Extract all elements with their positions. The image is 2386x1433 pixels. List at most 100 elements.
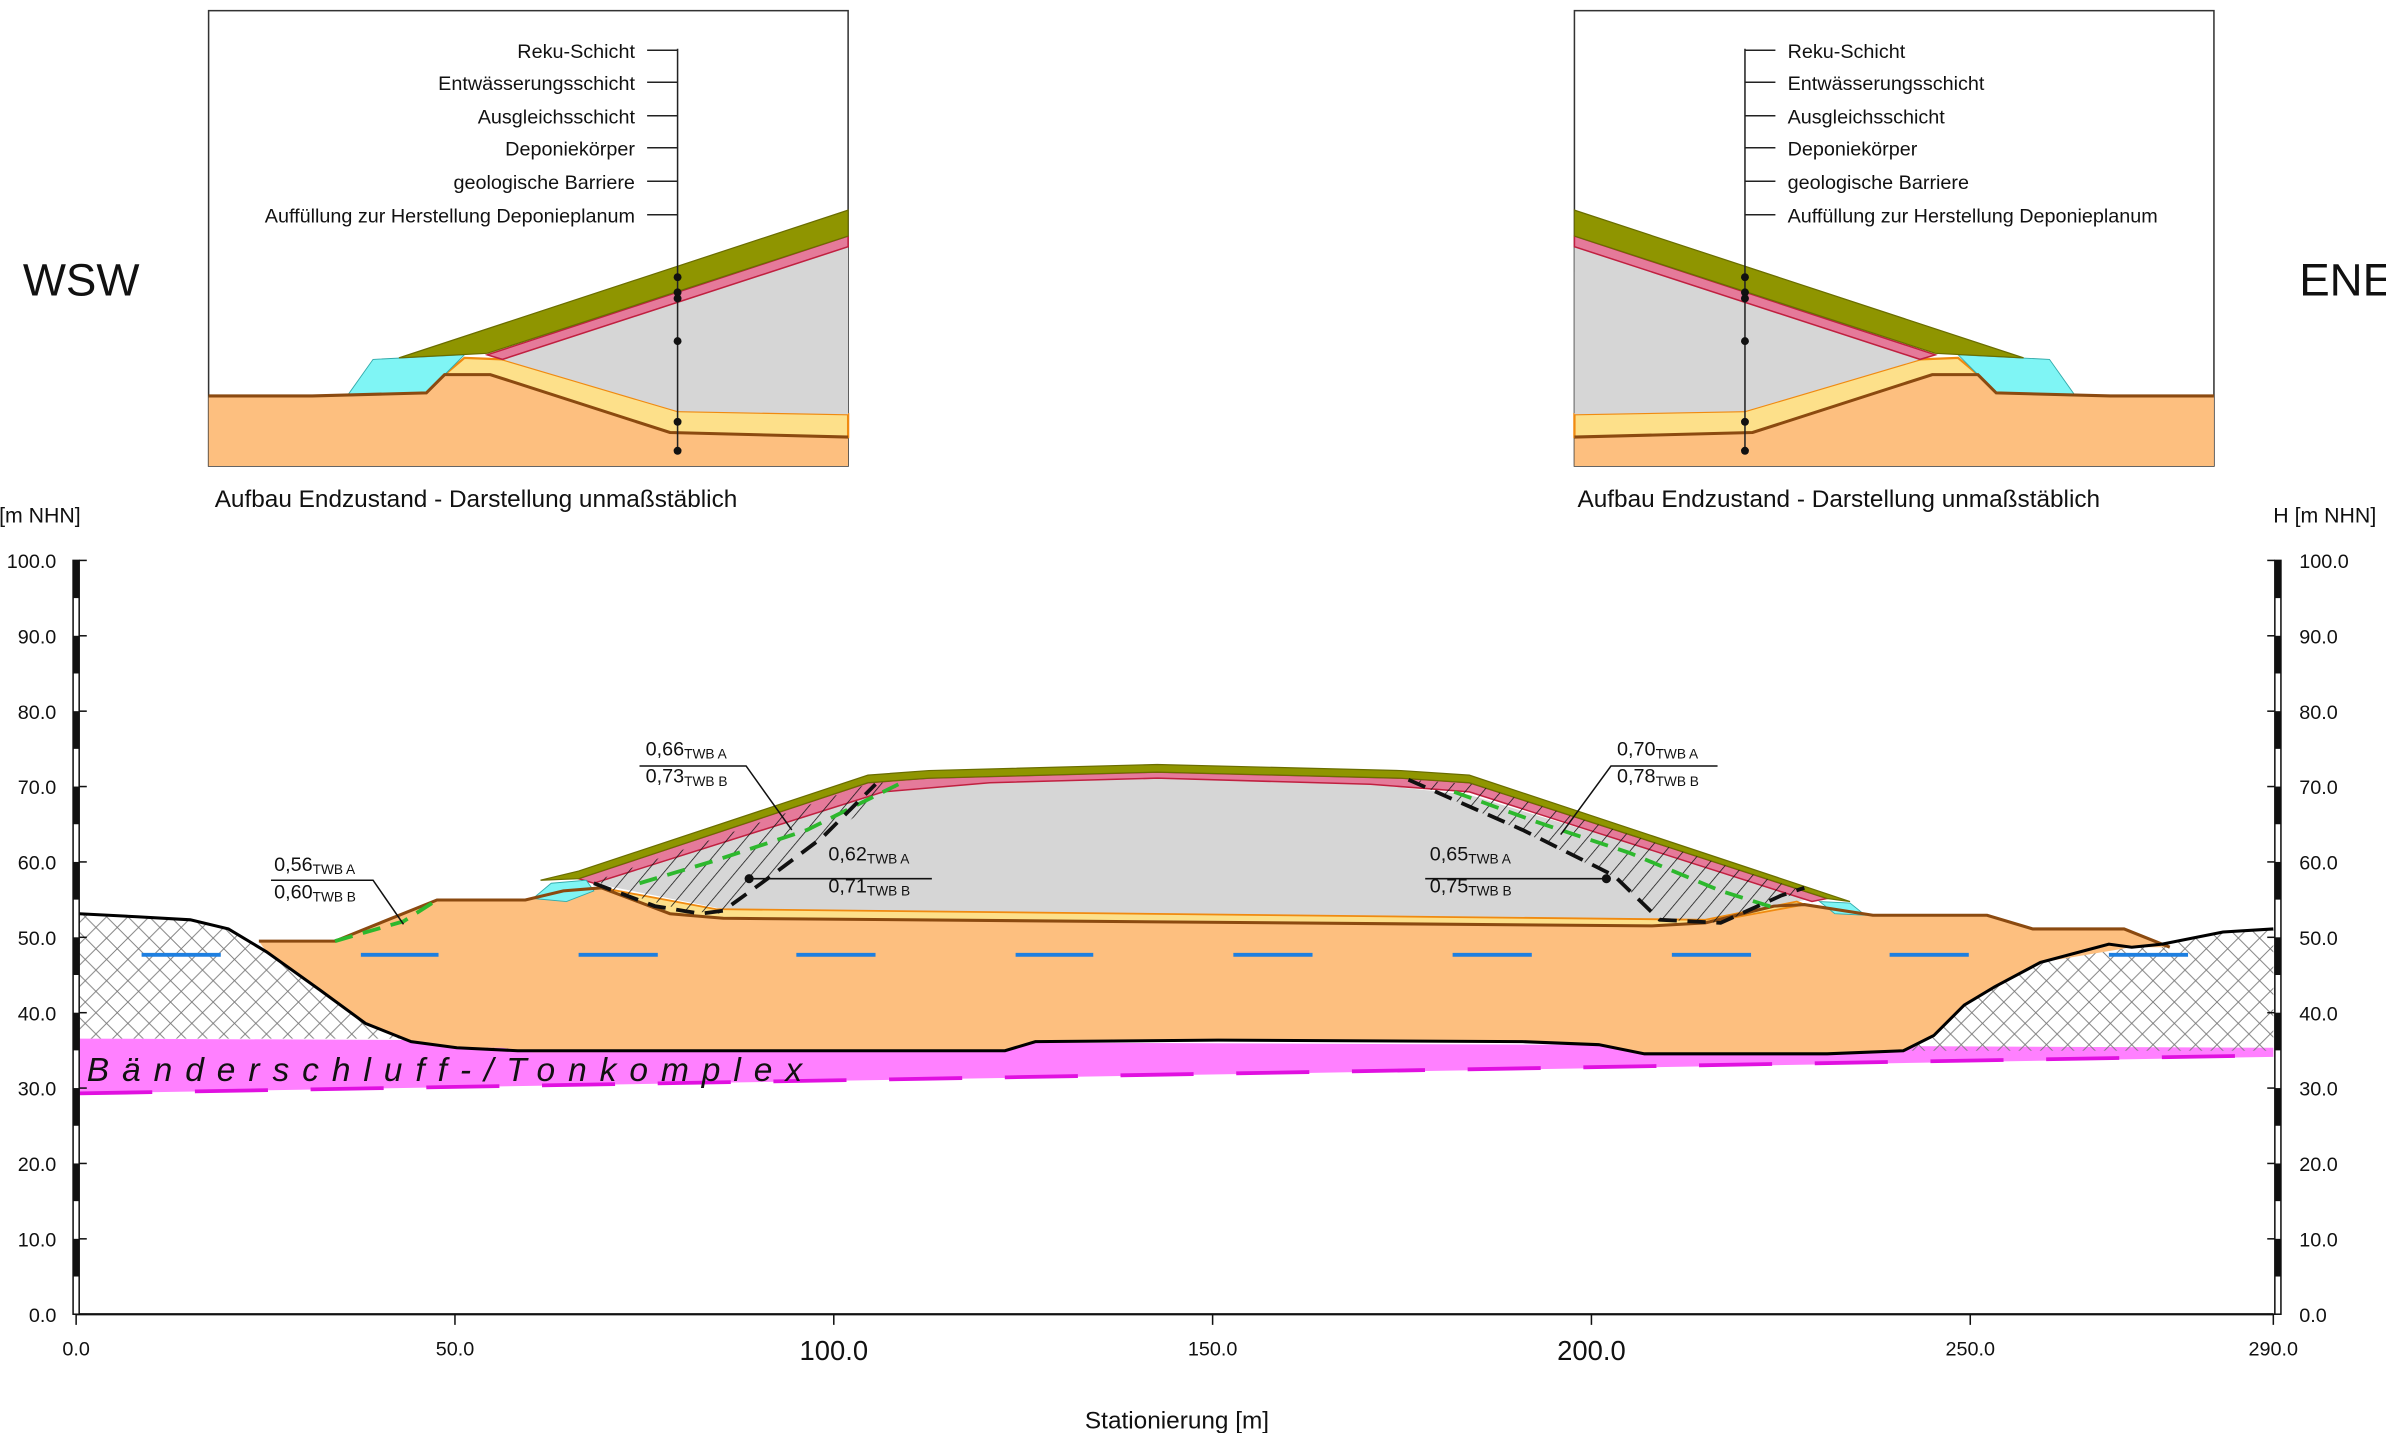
factor-subscript: TWB B — [1468, 883, 1511, 898]
factor-value: 0,66 — [646, 738, 685, 760]
safety-factor: 0,65TWB A — [1430, 843, 1512, 866]
factor-subscript: TWB A — [1656, 746, 1699, 761]
inset-caption: Aufbau Endzustand - Darstellung unmaßstä… — [1577, 486, 2100, 513]
slip-zone — [596, 781, 899, 914]
safety-factor: 0,62TWB A — [828, 843, 910, 866]
axis-bar-segment — [2274, 635, 2281, 674]
x-tick-label: 0.0 — [62, 1338, 89, 1360]
factor-subscript: TWB A — [867, 851, 910, 866]
axis-bar-segment — [2274, 861, 2281, 900]
safety-factor: 0,78TWB B — [1617, 766, 1699, 789]
factor-value: 0,75 — [1430, 875, 1469, 897]
y-axis-title: H [m NHN] — [2273, 503, 2376, 527]
axis-bar-segment — [73, 1238, 80, 1277]
axis-bar-segment — [2274, 1012, 2281, 1051]
x-tick-label: 50.0 — [436, 1338, 475, 1360]
axis-bar-segment — [2274, 1238, 2281, 1277]
axis-bar-segment — [73, 1012, 80, 1051]
layer-label: Deponiekörper — [505, 138, 635, 160]
factor-subscript: TWB A — [684, 746, 727, 761]
safety-factor: 0,71TWB B — [828, 875, 910, 898]
factor-subscript: TWB B — [867, 883, 910, 898]
y-tick-label: 100.0 — [2299, 551, 2349, 573]
x-tick-label: 200.0 — [1557, 1335, 1626, 1366]
y-tick-label: 90.0 — [2299, 626, 2338, 648]
layer-label: Reku-Schicht — [1788, 41, 1906, 63]
layer-label: Reku-Schicht — [517, 41, 635, 63]
factor-subscript: TWB B — [313, 890, 356, 905]
safety-factor: 0,56TWB A — [274, 854, 356, 877]
y-tick-label: 90.0 — [18, 626, 57, 648]
layer-label: Deponiekörper — [1788, 138, 1918, 160]
fill-base — [258, 887, 2170, 1054]
y-tick-label: 0.0 — [29, 1305, 56, 1327]
layer-label: Auffüllung zur Herstellung Deponieplanum — [265, 205, 635, 227]
y-tick-label: 50.0 — [2299, 928, 2338, 950]
layer-label: Ausgleichsschicht — [478, 106, 636, 128]
axis-bar-segment — [73, 861, 80, 900]
y-tick-label: 70.0 — [18, 777, 57, 799]
y-tick-label: 10.0 — [2299, 1229, 2338, 1251]
safety-factor: 0,70TWB A — [1617, 738, 1699, 761]
axis-bar-segment — [73, 711, 80, 749]
safety-factor: 0,73TWB B — [646, 766, 728, 789]
axis-bar-segment — [73, 560, 80, 599]
safety-factor: 0,75TWB B — [1430, 875, 1512, 898]
y-tick-label: 0.0 — [2299, 1305, 2326, 1327]
y-tick-label: 20.0 — [2299, 1154, 2338, 1176]
layer-label: geologische Barriere — [1788, 172, 1969, 194]
y-tick-label: 40.0 — [2299, 1003, 2338, 1025]
y-tick-label: 50.0 — [18, 928, 57, 950]
slip-zone — [1408, 779, 1805, 923]
y-tick-label: 100.0 — [7, 551, 57, 573]
slip-circle — [1453, 790, 1775, 910]
axis-bar-segment — [73, 937, 80, 976]
axis-bar-segment — [2274, 786, 2281, 825]
layer-label: Auffüllung zur Herstellung Deponieplanum — [1788, 205, 2158, 227]
factor-value: 0,56 — [274, 854, 313, 876]
clay-base — [79, 1053, 2274, 1096]
y-tick-label: 80.0 — [2299, 702, 2338, 724]
x-tick-label: 100.0 — [800, 1335, 869, 1366]
ground-line — [79, 912, 2274, 1056]
y-tick-label: 30.0 — [18, 1079, 57, 1101]
slip-circle — [334, 898, 439, 943]
y-axis-title: H [m NHN] — [0, 503, 81, 527]
factor-value: 0,73 — [646, 766, 685, 788]
layer-label: Ausgleichsschicht — [1788, 106, 1946, 128]
direction-right: ENE — [2299, 254, 2386, 305]
axis-bar-segment — [2274, 937, 2281, 976]
y-tick-label: 60.0 — [2299, 853, 2338, 875]
axis-bar-segment — [2274, 1163, 2281, 1202]
safety-factor: 0,66TWB A — [646, 738, 728, 761]
factor-subscript: TWB B — [684, 774, 727, 789]
factor-subscript: TWB B — [1656, 774, 1699, 789]
x-axis-title: Stationierung [m] — [1085, 1407, 1269, 1433]
layer-label: geologische Barriere — [454, 172, 635, 194]
y-tick-label: 70.0 — [2299, 777, 2338, 799]
layer-label: Entwässerungsschicht — [438, 73, 635, 95]
factor-value: 0,60 — [274, 881, 313, 903]
axis-bar-segment — [73, 1088, 80, 1126]
x-tick-label: 290.0 — [2249, 1338, 2299, 1360]
axis-bar-segment — [73, 1163, 80, 1202]
y-tick-label: 20.0 — [18, 1154, 57, 1176]
factor-subscript: TWB A — [1468, 851, 1511, 866]
factor-value: 0,78 — [1617, 766, 1656, 788]
direction-left: WSW — [23, 254, 140, 305]
slip-circle — [593, 782, 877, 916]
x-tick-label: 250.0 — [1946, 1338, 1996, 1360]
natural-ground — [79, 913, 518, 1051]
factor-subscript: TWB A — [313, 862, 356, 877]
y-tick-label: 40.0 — [18, 1003, 57, 1025]
y-tick-label: 80.0 — [18, 702, 57, 724]
inset-caption: Aufbau Endzustand - Darstellung unmaßstä… — [215, 486, 738, 513]
slip-circle — [638, 782, 900, 886]
axis-bar-segment — [73, 635, 80, 674]
cover — [540, 763, 1851, 903]
natural-ground — [1903, 928, 2274, 1051]
factor-value: 0,65 — [1430, 843, 1469, 865]
formation-label: Bänderschluff-/Tonkomplex — [87, 1052, 815, 1089]
y-tick-label: 10.0 — [18, 1229, 57, 1251]
